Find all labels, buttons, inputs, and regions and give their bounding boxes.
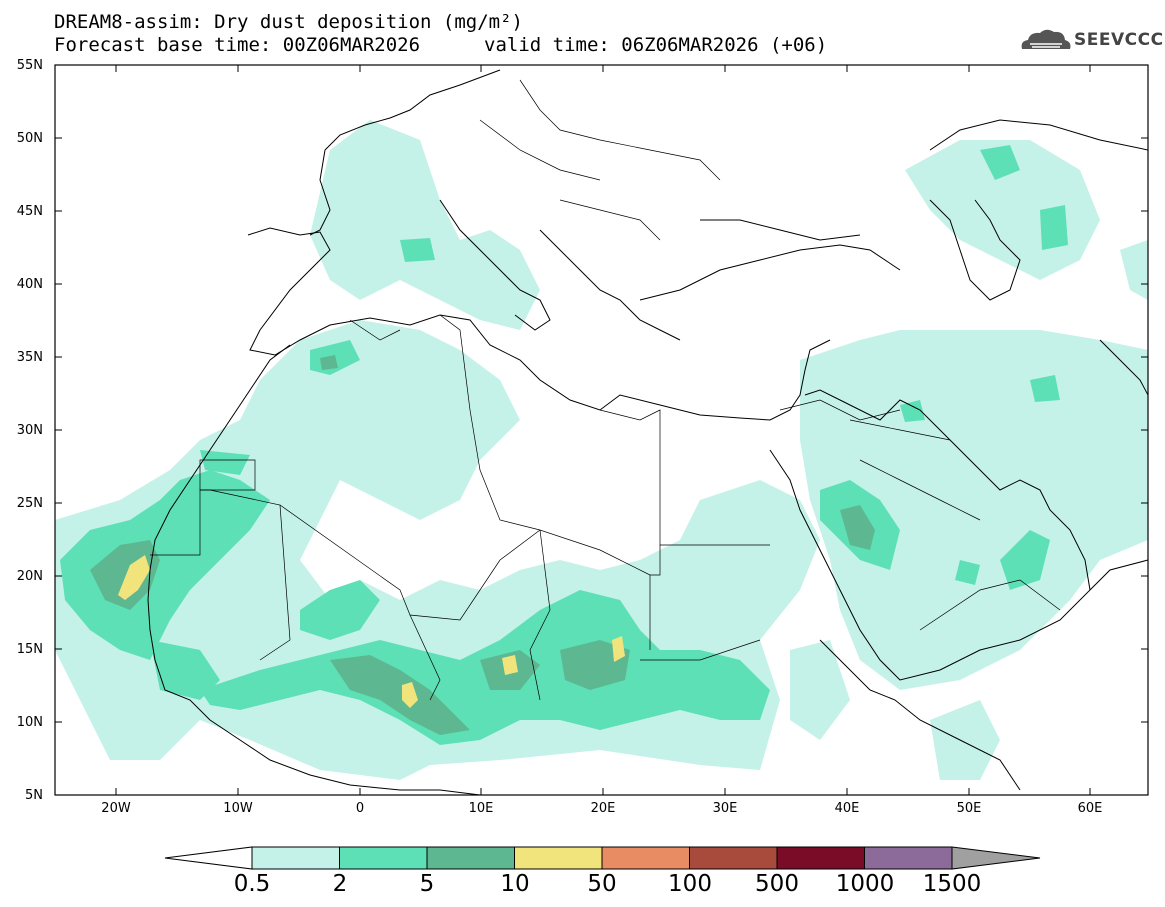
valid-time: valid time: 06Z06MAR2026 (+06) — [484, 34, 828, 56]
lat-ticks — [55, 64, 1148, 723]
lon-label: 30E — [712, 801, 738, 816]
lon-label: 20W — [101, 801, 131, 816]
lat-label: 20N — [16, 569, 43, 584]
forecast-base-time: Forecast base time: 00Z06MAR2026 — [54, 34, 421, 56]
colorbar-label: 5 — [419, 871, 435, 897]
colorbar-label: 500 — [755, 871, 799, 897]
colorbar-label: 10 — [500, 871, 530, 897]
lat-label: 30N — [16, 423, 43, 438]
colorbar-label: 2 — [332, 871, 348, 897]
lat-label: 35N — [16, 350, 43, 365]
country-borders — [150, 79, 1061, 701]
lon-label: 50E — [956, 801, 982, 816]
lon-ticks — [115, 65, 1091, 795]
lon-label: 60E — [1077, 801, 1103, 816]
colorbar-label: 1000 — [835, 871, 895, 897]
deposition-high-fields — [118, 555, 625, 708]
lat-label: 40N — [16, 277, 43, 292]
lon-label: 40E — [834, 801, 860, 816]
lat-label: 10N — [16, 715, 43, 730]
lat-label: 25N — [16, 496, 43, 511]
colorbar-label: 1500 — [922, 871, 982, 897]
map-title: DREAM8-assim: Dry dust deposition (mg/m²… — [54, 11, 523, 33]
lon-label: 0 — [355, 801, 365, 816]
colorbar-label: 50 — [587, 871, 617, 897]
lat-label: 45N — [16, 204, 43, 219]
logo-text: SEEVCCC — [1074, 30, 1164, 50]
coastlines — [147, 69, 1148, 795]
lat-label: 5N — [25, 788, 43, 803]
deposition-dark-fields — [90, 355, 875, 735]
colorbar-label: 0.5 — [233, 871, 271, 897]
lon-label: 10E — [468, 801, 494, 816]
lon-label: 20E — [590, 801, 616, 816]
colorbar-label: 100 — [668, 871, 712, 897]
cloud-logo-icon — [1021, 29, 1071, 49]
lat-label: 55N — [16, 58, 43, 73]
lat-label: 15N — [16, 642, 43, 657]
lat-label: 50N — [16, 131, 43, 146]
lon-label: 10W — [223, 801, 253, 816]
